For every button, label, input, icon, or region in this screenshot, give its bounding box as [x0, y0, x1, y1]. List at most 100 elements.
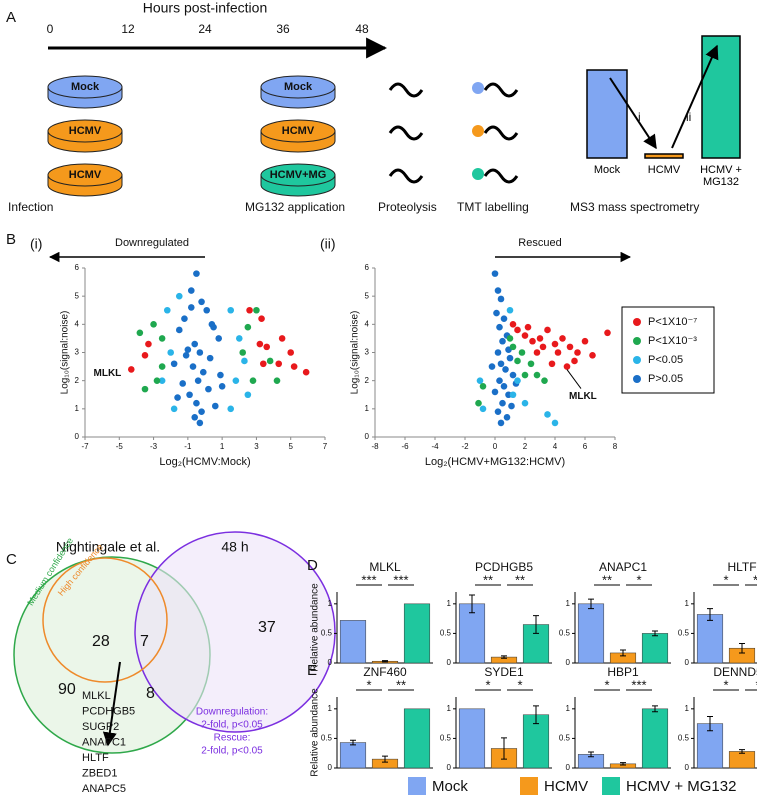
venn-title: Nightingale et al.	[56, 539, 160, 555]
point	[494, 287, 502, 294]
error-bar	[382, 660, 388, 663]
gene: MLKL	[82, 690, 111, 702]
x-tick-label: 1	[220, 442, 225, 451]
panel-letter: C	[6, 551, 17, 568]
point	[196, 349, 204, 356]
time-tick-label: 24	[198, 22, 212, 36]
point	[127, 366, 135, 373]
point	[266, 357, 274, 365]
y-tick-label: 3	[365, 348, 370, 357]
sig-label: **	[753, 572, 757, 587]
point-label: MLKL	[569, 391, 597, 402]
dish-top	[47, 75, 123, 99]
panel-letter: B	[6, 231, 16, 248]
x-tick-label: 3	[254, 442, 259, 451]
point	[193, 270, 200, 277]
point	[194, 377, 202, 384]
x-tick-label: -7	[81, 442, 89, 451]
y-tick-label: 6	[365, 263, 370, 272]
y-axis-label: Log₁₀(signal:noise)	[60, 311, 71, 395]
error-bar	[588, 751, 594, 758]
point	[256, 340, 264, 348]
point	[533, 371, 541, 379]
sig-label: *	[723, 677, 728, 692]
point	[145, 340, 152, 348]
panel-letter: E	[307, 662, 317, 679]
bar-title: MLKL	[369, 560, 401, 574]
point	[170, 405, 178, 413]
y-tick-label: 0	[566, 763, 571, 772]
x-axis-label: Log₂(HCMV+MG132:HCMV)	[425, 456, 565, 468]
point	[158, 377, 166, 384]
x-axis-label: Log₂(HCMV:Mock)	[159, 456, 250, 468]
point	[141, 352, 149, 359]
panel-label: (ii)	[320, 236, 336, 252]
point	[559, 335, 566, 342]
point	[175, 326, 183, 334]
legend-swatch	[408, 777, 426, 795]
time-tick-label: 48	[355, 22, 369, 36]
error-bar	[533, 615, 539, 634]
bar-title: SYDE1	[484, 665, 524, 679]
point	[502, 366, 509, 373]
point	[273, 377, 281, 384]
error-bar	[707, 716, 713, 732]
y-tick-label: 1	[685, 704, 690, 713]
sig-label: ***	[631, 677, 646, 692]
y-tick-label: 0.5	[559, 734, 571, 743]
point	[187, 304, 195, 311]
point	[218, 383, 226, 390]
bar-title: PCDHGB5	[475, 560, 533, 574]
sig-label: *	[636, 572, 641, 587]
bar	[641, 633, 669, 664]
point	[182, 352, 190, 359]
point	[554, 349, 562, 356]
point	[153, 377, 161, 384]
dish: HCMV	[260, 119, 336, 153]
bar-title: ANAPC1	[599, 560, 647, 574]
point	[475, 399, 482, 407]
sig-label: *	[723, 572, 728, 587]
legend-label: P<0.05	[648, 354, 683, 366]
error-bar	[652, 630, 658, 637]
point	[163, 306, 171, 314]
ms-label: HCMV + MG132	[700, 164, 742, 188]
venn-count: 8	[146, 685, 155, 702]
sig-label: **	[483, 572, 493, 587]
point	[521, 371, 529, 379]
y-tick-label: 0.5	[678, 734, 690, 743]
point	[199, 368, 207, 376]
error-bar	[501, 737, 507, 760]
y-tick-label: 0	[685, 658, 690, 667]
ms-label: Mock	[593, 164, 621, 176]
error-bar	[469, 594, 475, 614]
point	[208, 321, 216, 328]
x-tick-label: 2	[523, 442, 528, 451]
point	[496, 377, 503, 384]
point	[491, 388, 499, 396]
step-label: TMT labelling	[457, 200, 529, 214]
point	[263, 343, 271, 351]
arrow-label: ii	[686, 110, 691, 124]
y-tick-label: 0	[447, 658, 452, 667]
point	[500, 315, 508, 323]
y-tick-label: 1	[566, 704, 571, 713]
panel-letter: D	[307, 557, 318, 574]
gene: SUGP2	[82, 721, 119, 733]
error-bar	[620, 649, 626, 657]
point	[509, 371, 517, 379]
criterion: Downregulation:	[196, 707, 268, 718]
y-tick-label: 1	[75, 404, 80, 413]
point	[514, 357, 521, 365]
y-axis-label: Relative abundance	[310, 583, 321, 672]
venn-count: 7	[140, 633, 149, 650]
point	[493, 309, 500, 317]
error-bar	[382, 755, 388, 763]
point	[571, 357, 578, 365]
bar	[458, 708, 486, 769]
error-bar	[350, 739, 356, 746]
point	[508, 402, 515, 410]
point	[215, 335, 223, 342]
legend-marker	[633, 356, 641, 364]
bar	[339, 742, 367, 769]
